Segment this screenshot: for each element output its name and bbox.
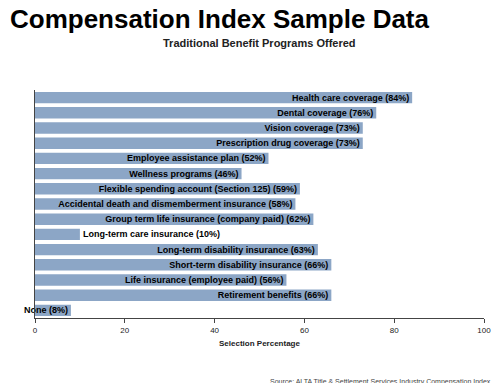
svg-text:0: 0 <box>33 326 38 335</box>
svg-text:Prescription drug coverage (73: Prescription drug coverage (73%) <box>216 138 360 148</box>
svg-text:Accidental death and dismember: Accidental death and dismemberment insur… <box>58 199 292 209</box>
svg-text:Long-term disability insurance: Long-term disability insurance (63%) <box>157 245 315 255</box>
svg-text:40: 40 <box>210 326 219 335</box>
svg-text:Traditional Benefit Programs O: Traditional Benefit Programs Offered <box>163 37 356 49</box>
svg-text:Health care coverage (84%): Health care coverage (84%) <box>292 93 409 103</box>
svg-text:Retirement benefits (66%): Retirement benefits (66%) <box>218 290 329 300</box>
svg-text:Source: ALTA Title & Settlemen: Source: ALTA Title & Settlement Services… <box>270 378 491 383</box>
svg-text:Employee assistance plan (52%): Employee assistance plan (52%) <box>127 153 266 163</box>
svg-text:Wellness programs (46%): Wellness programs (46%) <box>129 169 238 179</box>
svg-text:80: 80 <box>390 326 399 335</box>
svg-text:Dental coverage (76%): Dental coverage (76%) <box>277 108 373 118</box>
svg-text:Long-term care insurance (10%): Long-term care insurance (10%) <box>83 229 220 239</box>
svg-text:Vision coverage (73%): Vision coverage (73%) <box>264 123 359 133</box>
svg-text:Compensation Index Sample Data: Compensation Index Sample Data <box>10 4 430 34</box>
svg-text:Group term life insurance (com: Group term life insurance (company paid)… <box>105 214 310 224</box>
svg-text:None (8%): None (8%) <box>24 305 68 315</box>
svg-text:Life insurance (employee paid): Life insurance (employee paid) (56%) <box>125 275 284 285</box>
svg-text:Flexible spending account (Sec: Flexible spending account (Section 125) … <box>99 184 297 194</box>
svg-text:Short-term disability insuranc: Short-term disability insurance (66%) <box>169 260 328 270</box>
svg-text:Selection Percentage: Selection Percentage <box>219 339 300 348</box>
svg-text:100: 100 <box>477 326 491 335</box>
svg-text:20: 20 <box>120 326 129 335</box>
svg-text:60: 60 <box>300 326 309 335</box>
